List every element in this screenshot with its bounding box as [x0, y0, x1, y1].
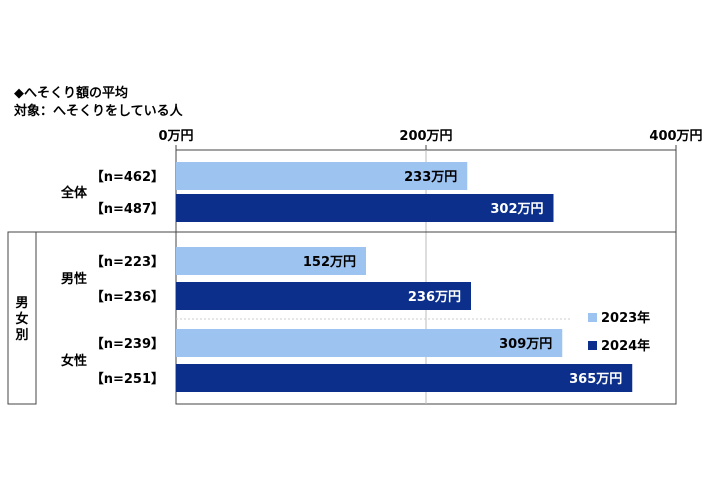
- group-header-box: [7, 231, 37, 405]
- legend-swatch: [588, 341, 597, 350]
- group-header-char: 女: [15, 311, 28, 327]
- chart-subtitle: 対象：へそくりをしている人: [14, 104, 183, 119]
- group-header-char: 別: [14, 328, 28, 343]
- category-label: 男性: [61, 271, 87, 287]
- sample-size-label: 【n=251】: [91, 371, 164, 387]
- sample-size-label: 【n=239】: [91, 336, 164, 352]
- bar: [176, 194, 554, 222]
- bar: [176, 247, 366, 275]
- category-label: 女性: [61, 353, 87, 369]
- tick-label: 400万円: [649, 129, 702, 144]
- group-header-char: 男: [15, 296, 28, 311]
- data-label: 236万円: [408, 290, 461, 305]
- tick-label: 0万円: [158, 129, 193, 144]
- category-label: 全体: [60, 185, 88, 201]
- sample-size-label: 【n=462】: [91, 169, 164, 185]
- bar: [176, 282, 471, 310]
- data-label: 365万円: [569, 372, 622, 387]
- chart-title: ◆へそくり額の平均: [14, 86, 128, 101]
- tick-label: 200万円: [399, 129, 452, 144]
- sample-size-label: 【n=236】: [91, 289, 164, 305]
- data-label: 302万円: [490, 202, 543, 217]
- data-label: 309万円: [499, 337, 552, 352]
- data-label: 233万円: [404, 170, 457, 185]
- bar: [176, 329, 563, 357]
- legend-swatch: [588, 313, 597, 322]
- sample-size-label: 【n=487】: [91, 201, 164, 217]
- sample-size-label: 【n=223】: [91, 254, 164, 270]
- bar: [176, 364, 633, 392]
- data-label: 152万円: [303, 255, 356, 270]
- legend-label: 2024年: [601, 338, 650, 354]
- legend-label: 2023年: [601, 310, 650, 326]
- bar: [176, 162, 468, 190]
